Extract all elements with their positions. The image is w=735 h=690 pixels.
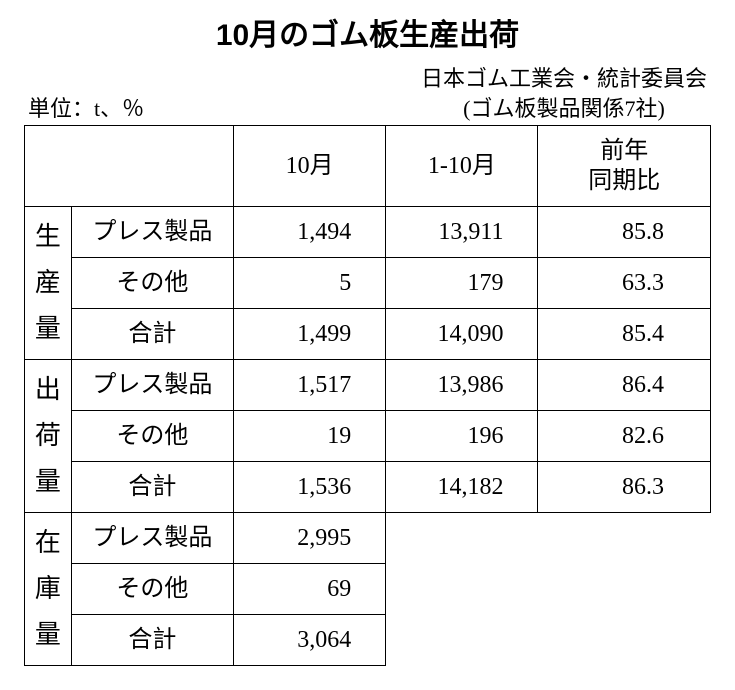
- page-title: 10月のゴム板生産出荷: [24, 10, 711, 54]
- row-name: プレス製品: [71, 513, 233, 564]
- row-name: 合計: [71, 462, 233, 513]
- cell-value: 85.4: [538, 309, 711, 360]
- header-col-yoy: 前年 同期比: [538, 126, 711, 207]
- group-label-char: 量: [35, 306, 61, 352]
- empty-region: [386, 513, 711, 666]
- cell-value: 3,064: [234, 615, 386, 666]
- cell-value: 5: [234, 258, 386, 309]
- group-label-char: 荷: [35, 413, 61, 459]
- header-col-yoy-l1: 前年: [600, 138, 648, 164]
- cell-value: 63.3: [538, 258, 711, 309]
- cell-value: 196: [386, 411, 538, 462]
- group-label-inventory: 在 庫 量: [25, 513, 72, 666]
- group-label-char: 生: [35, 214, 61, 260]
- row-name: 合計: [71, 615, 233, 666]
- row-name: その他: [71, 258, 233, 309]
- group-label-shipment: 出 荷 量: [25, 360, 72, 513]
- cell-value: 13,911: [386, 207, 538, 258]
- header-col-yoy-l2: 同期比: [588, 168, 660, 194]
- subheader: 単位：t、％ 日本ゴム工業会・統計委員会 (ゴム板製品関係7社): [24, 64, 711, 123]
- cell-value: 82.6: [538, 411, 711, 462]
- row-name: その他: [71, 411, 233, 462]
- page: 10月のゴム板生産出荷 単位：t、％ 日本ゴム工業会・統計委員会 (ゴム板製品関…: [0, 0, 735, 690]
- cell-value: 14,090: [386, 309, 538, 360]
- cell-value: 86.4: [538, 360, 711, 411]
- table-row: その他 19 196 82.6: [25, 411, 711, 462]
- row-name: その他: [71, 564, 233, 615]
- row-name: プレス製品: [71, 360, 233, 411]
- cell-value: 13,986: [386, 360, 538, 411]
- table-header-row: 10月 1-10月 前年 同期比: [25, 126, 711, 207]
- table-row: 出 荷 量 プレス製品 1,517 13,986 86.4: [25, 360, 711, 411]
- unit-label: 単位：t、％: [28, 91, 144, 123]
- cell-value: 1,499: [234, 309, 386, 360]
- data-table: 10月 1-10月 前年 同期比 生 産 量 プレス製品 1,494 13,91…: [24, 125, 711, 666]
- cell-value: 19: [234, 411, 386, 462]
- cell-value: 69: [234, 564, 386, 615]
- row-name: 合計: [71, 309, 233, 360]
- row-name: プレス製品: [71, 207, 233, 258]
- group-label-production: 生 産 量: [25, 207, 72, 360]
- group-label-char: 庫: [35, 566, 61, 612]
- source-label: 日本ゴム工業会・統計委員会 (ゴム板製品関係7社): [421, 64, 707, 123]
- table-row: 合計 1,499 14,090 85.4: [25, 309, 711, 360]
- cell-value: 14,182: [386, 462, 538, 513]
- table-row: 合計 1,536 14,182 86.3: [25, 462, 711, 513]
- cell-value: 2,995: [234, 513, 386, 564]
- group-label-char: 在: [35, 520, 61, 566]
- group-label-char: 量: [35, 612, 61, 658]
- group-label-char: 量: [35, 459, 61, 505]
- header-col-ytd: 1-10月: [386, 126, 538, 207]
- group-label-char: 出: [35, 367, 61, 413]
- header-blank: [25, 126, 234, 207]
- group-label-char: 産: [35, 260, 61, 306]
- source-line-1: 日本ゴム工業会・統計委員会: [421, 64, 707, 94]
- cell-value: 86.3: [538, 462, 711, 513]
- table-row: その他 5 179 63.3: [25, 258, 711, 309]
- cell-value: 1,536: [234, 462, 386, 513]
- header-col-oct: 10月: [234, 126, 386, 207]
- cell-value: 1,494: [234, 207, 386, 258]
- cell-value: 1,517: [234, 360, 386, 411]
- source-line-2: (ゴム板製品関係7社): [421, 94, 707, 124]
- table-row: 生 産 量 プレス製品 1,494 13,911 85.8: [25, 207, 711, 258]
- table-row: 在 庫 量 プレス製品 2,995: [25, 513, 711, 564]
- cell-value: 179: [386, 258, 538, 309]
- cell-value: 85.8: [538, 207, 711, 258]
